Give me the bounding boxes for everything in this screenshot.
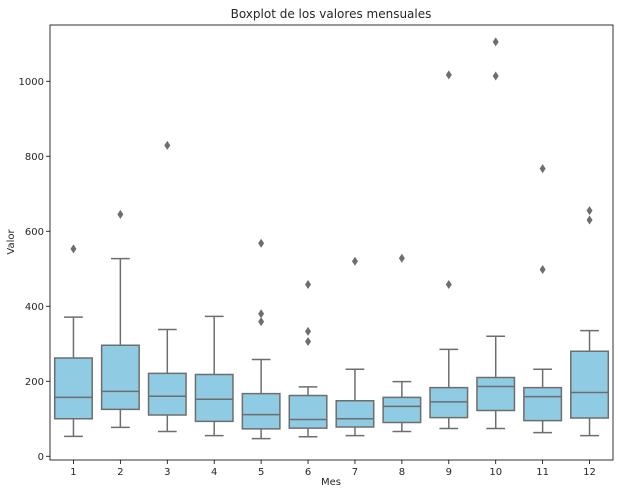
iqr-box	[523, 386, 563, 422]
outlier-point	[258, 309, 265, 319]
outlier-point	[305, 337, 312, 346]
box-month-10	[476, 37, 516, 430]
outlier-point	[586, 206, 593, 216]
x-tick-label: 5	[258, 467, 264, 478]
outlier-point	[305, 326, 312, 336]
iqr-box	[335, 400, 375, 428]
boxes	[53, 37, 610, 440]
x-tick-label: 10	[489, 467, 502, 478]
outlier-point	[492, 71, 499, 81]
box-month-5	[241, 238, 281, 440]
iqr-box	[476, 376, 516, 412]
box-month-8	[382, 253, 422, 433]
box-month-4	[194, 315, 234, 437]
box-month-11	[523, 164, 563, 434]
x-tick-label: 1	[70, 467, 76, 478]
chart-title: Boxplot de los valores mensuales	[231, 7, 432, 21]
x-tick-label: 8	[399, 467, 405, 478]
x-axis-label: Mes	[321, 477, 341, 488]
box-month-3	[147, 140, 187, 433]
box-month-9	[429, 70, 469, 430]
outlier-point	[305, 280, 312, 289]
iqr-box	[194, 373, 234, 423]
iqr-box	[570, 350, 610, 419]
iqr-box	[53, 357, 93, 420]
outlier-point	[398, 253, 405, 263]
y-tick-label: 0	[38, 452, 44, 463]
x-tick-label: 6	[305, 467, 311, 478]
iqr-box	[382, 396, 422, 424]
x-tick-label: 4	[211, 467, 217, 478]
outlier-point	[539, 265, 546, 274]
outlier-point	[258, 317, 265, 327]
box-month-1	[53, 244, 93, 438]
outlier-point	[117, 209, 124, 219]
box-month-7	[335, 256, 375, 437]
x-tick-label: 3	[164, 467, 170, 478]
box-month-6	[288, 280, 328, 438]
outlier-point	[445, 70, 452, 80]
y-tick-label: 600	[25, 227, 44, 238]
iqr-box	[100, 344, 140, 411]
x-tick-label: 12	[583, 467, 596, 478]
iqr-box	[147, 372, 187, 416]
x-axis: 1 2 3 4 5 6 7 8 9 10 11 12	[70, 460, 596, 478]
outlier-point	[539, 164, 546, 174]
x-tick-label: 9	[446, 467, 452, 478]
y-tick-label: 400	[25, 302, 44, 313]
x-tick-label: 7	[352, 467, 358, 478]
outlier-point	[445, 280, 452, 289]
outlier-point	[586, 215, 593, 225]
x-tick-label: 11	[536, 467, 549, 478]
plot-area	[49, 24, 614, 461]
y-tick-label: 200	[25, 377, 44, 388]
y-axis-label: Valor	[6, 229, 17, 255]
box-month-2	[100, 209, 140, 429]
y-tick-label: 1000	[19, 77, 44, 88]
y-tick-label: 800	[25, 152, 44, 163]
iqr-box	[241, 392, 281, 430]
outlier-point	[164, 140, 171, 150]
outlier-point	[351, 256, 358, 266]
outlier-point	[70, 244, 77, 254]
iqr-box	[288, 394, 328, 429]
outlier-point	[258, 238, 265, 248]
x-tick-label: 2	[117, 467, 123, 478]
box-month-12	[570, 206, 610, 437]
outlier-point	[492, 37, 499, 47]
y-axis: 0 200 400 600 800 1000	[19, 77, 50, 463]
